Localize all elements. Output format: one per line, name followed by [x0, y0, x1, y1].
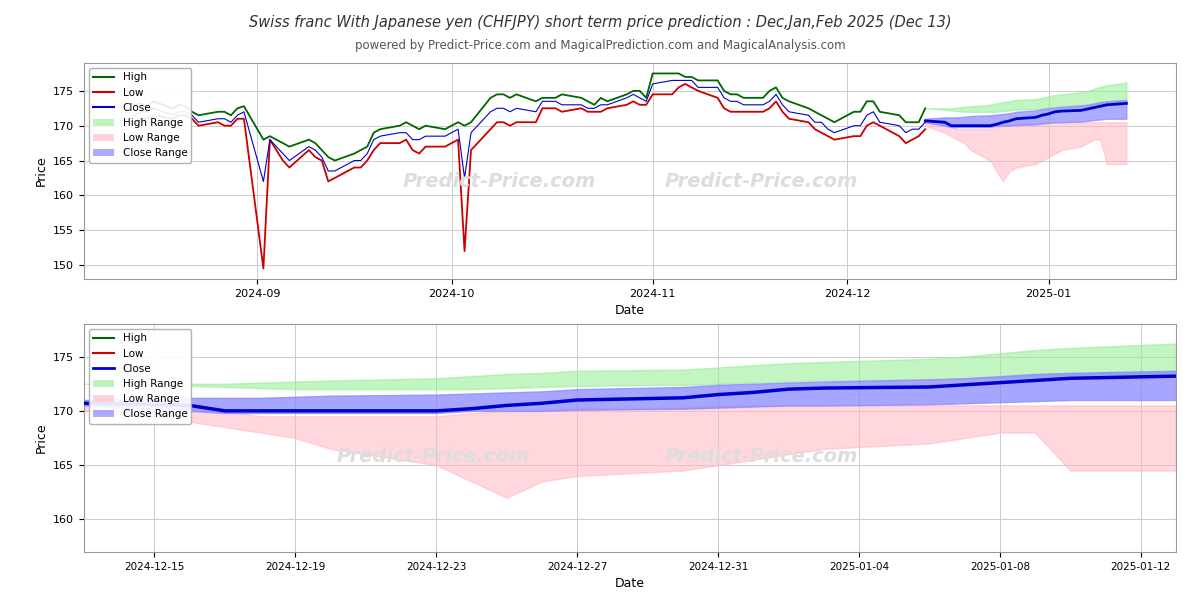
Text: Predict-Price.com: Predict-Price.com [665, 172, 858, 191]
Text: Predict-Price.com: Predict-Price.com [402, 172, 595, 191]
Text: Swiss franc With Japanese yen (CHFJPY) short term price prediction : Dec,Jan,Feb: Swiss franc With Japanese yen (CHFJPY) s… [248, 15, 952, 30]
Y-axis label: Price: Price [35, 422, 48, 454]
Legend: High, Low, Close, High Range, Low Range, Close Range: High, Low, Close, High Range, Low Range,… [89, 68, 192, 163]
Y-axis label: Price: Price [35, 155, 48, 187]
X-axis label: Date: Date [616, 577, 646, 590]
Text: powered by Predict-Price.com and MagicalPrediction.com and MagicalAnalysis.com: powered by Predict-Price.com and Magical… [355, 39, 845, 52]
Text: Predict-Price.com: Predict-Price.com [665, 447, 858, 466]
Legend: High, Low, Close, High Range, Low Range, Close Range: High, Low, Close, High Range, Low Range,… [89, 329, 192, 424]
Text: Predict-Price.com: Predict-Price.com [337, 447, 530, 466]
X-axis label: Date: Date [616, 304, 646, 317]
